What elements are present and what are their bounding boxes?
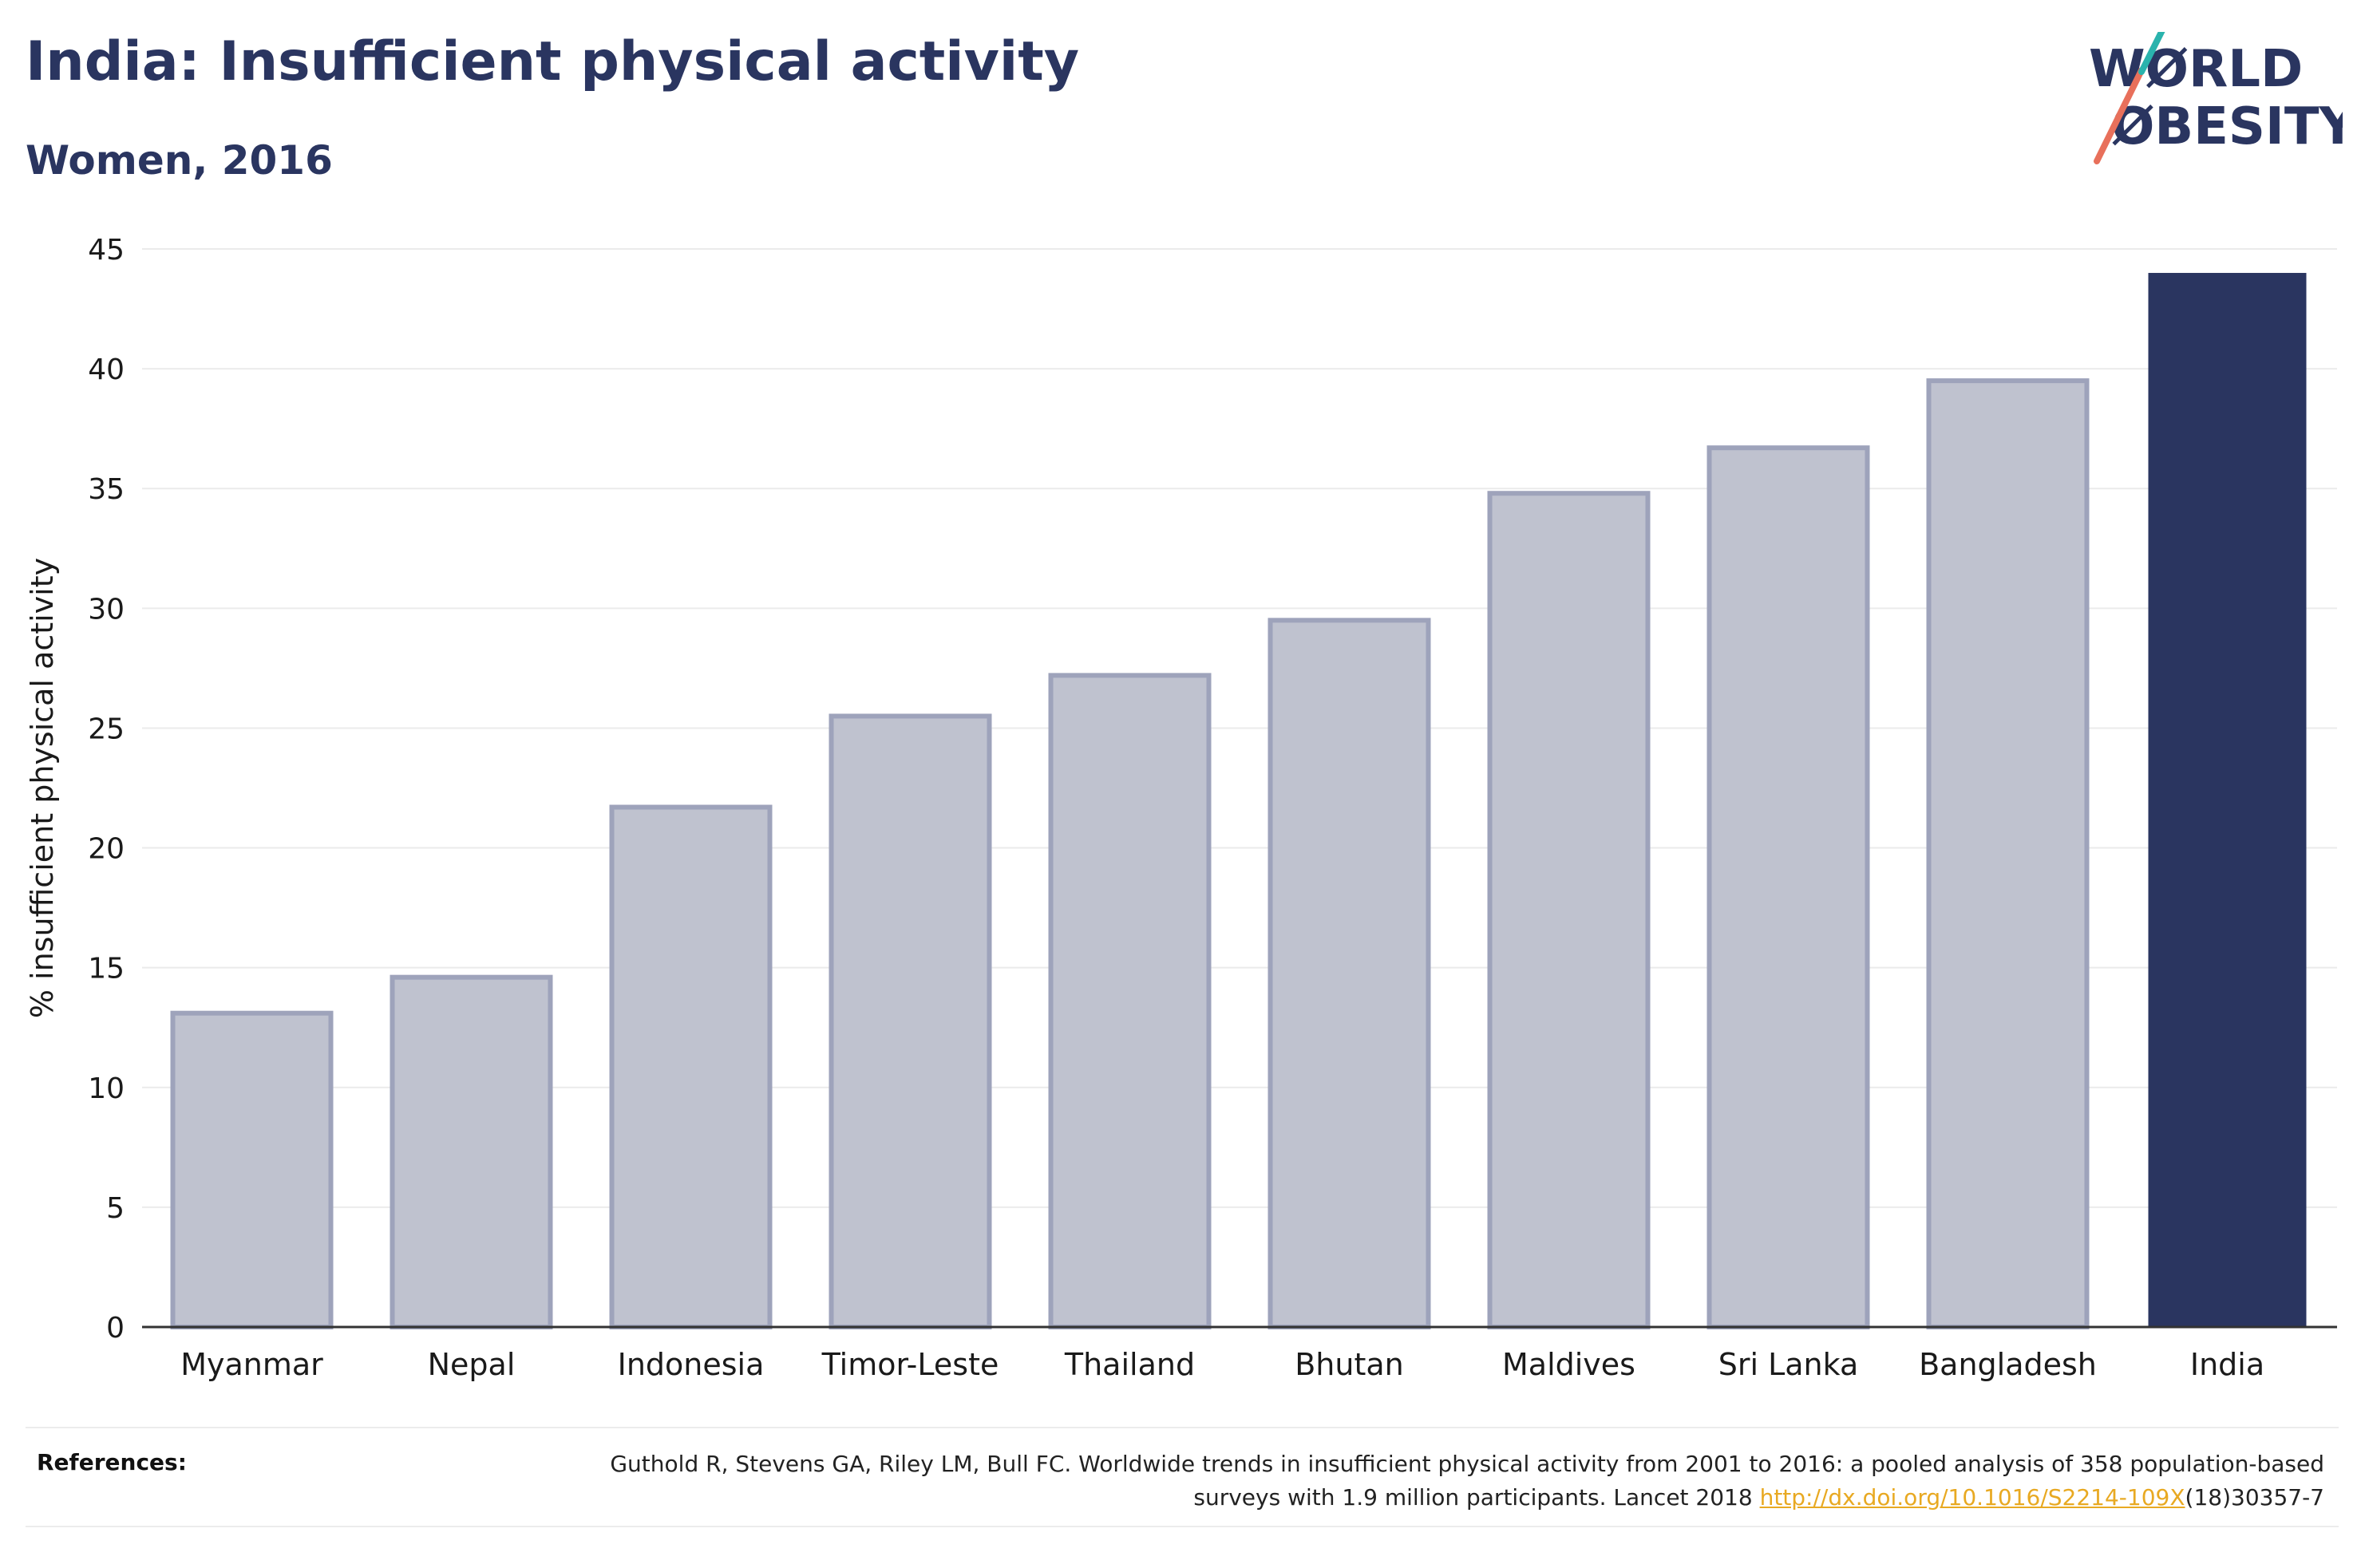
references-divider-bottom	[26, 1526, 2339, 1527]
world-obesity-logo: WØRLD ØBESITY	[2089, 32, 2343, 164]
references-divider-top	[26, 1427, 2339, 1428]
y-tick-label: 10	[88, 1072, 125, 1105]
y-tick-label: 20	[88, 833, 125, 866]
bar-bangladesh	[1926, 378, 2090, 1330]
y-axis-ticks: 0 5 10 15 20 25 30 35 40 45	[88, 234, 125, 1345]
logo-line2: ØBESITY	[2111, 97, 2343, 156]
bar-nepal	[390, 974, 553, 1329]
bar-myanmar	[170, 1010, 334, 1329]
x-tick-label: Indonesia	[618, 1347, 765, 1382]
bar-timor-leste	[829, 713, 992, 1329]
x-tick-label: Maldives	[1502, 1347, 1635, 1382]
references-doi-link[interactable]: http://dx.doi.org/10.1016/S2214-109X	[1759, 1484, 2185, 1511]
x-tick-label: Sri Lanka	[1718, 1347, 1859, 1382]
logo-slash-coral	[2094, 67, 2145, 164]
bar-sri-lanka	[1706, 445, 1870, 1329]
references-citation: Guthold R, Stevens GA, Riley LM, Bull FC…	[610, 1451, 2324, 1511]
y-tick-label: 45	[88, 234, 125, 267]
y-tick-label: 40	[88, 353, 125, 386]
x-tick-label: Bangladesh	[1919, 1347, 2097, 1382]
y-tick-label: 0	[106, 1312, 125, 1345]
y-tick-label: 25	[88, 713, 125, 745]
logo-line1: WØRLD	[2089, 40, 2303, 99]
bar-chart: 0 5 10 15 20 25 30 35 40 45 Myanmar Nepal Indonesia…	[25, 234, 2337, 1382]
references-label: References:	[37, 1449, 187, 1475]
y-tick-label: 35	[88, 473, 125, 506]
chart-title: India: Insufficient physical activity	[26, 30, 1080, 93]
bar-thailand	[1048, 673, 1212, 1329]
logo-slash-teal	[2138, 32, 2165, 75]
bar-indonesia	[609, 804, 773, 1329]
x-tick-label: Myanmar	[180, 1347, 323, 1382]
chart-subtitle: Women, 2016	[26, 137, 333, 184]
y-tick-label: 30	[88, 593, 125, 626]
x-axis-labels: Myanmar Nepal Indonesia Timor-Leste Thailand…	[180, 1347, 2264, 1382]
y-axis-title: % insufficient physical activity	[25, 558, 60, 1018]
x-tick-label: Bhutan	[1295, 1347, 1404, 1382]
x-tick-label: India	[2190, 1347, 2264, 1382]
x-tick-label: Thailand	[1064, 1347, 1195, 1382]
x-tick-label: Timor-Leste	[821, 1347, 999, 1382]
references-citation-suffix: (18)30357-7	[2185, 1484, 2324, 1511]
bar-maldives	[1487, 491, 1651, 1329]
bars	[170, 273, 2307, 1330]
x-tick-label: Nepal	[428, 1347, 516, 1382]
y-tick-label: 15	[88, 953, 125, 985]
y-tick-label: 5	[106, 1192, 125, 1225]
references-text: Guthold R, Stevens GA, Riley LM, Bull FC…	[568, 1448, 2324, 1515]
bar-bhutan	[1268, 618, 1431, 1329]
bar-india	[2148, 273, 2307, 1327]
